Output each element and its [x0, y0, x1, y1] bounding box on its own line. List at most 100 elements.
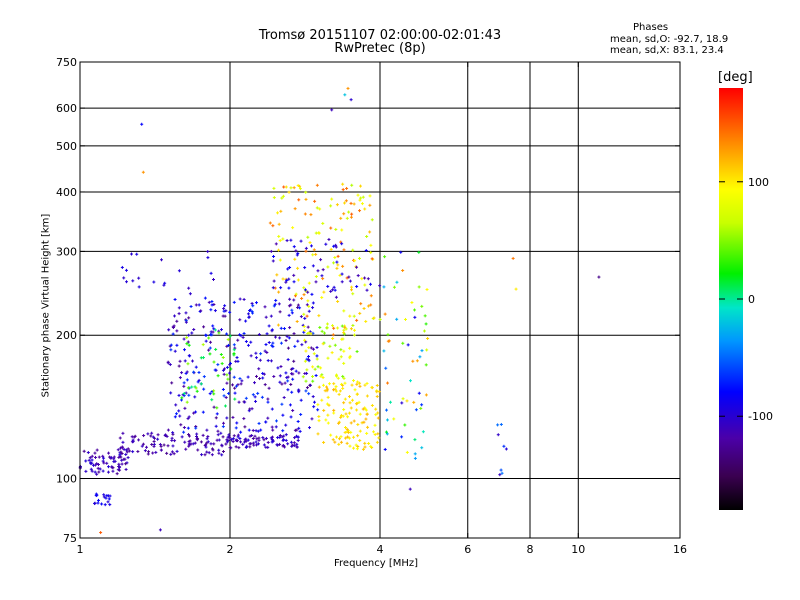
data-point [207, 451, 211, 455]
data-point [424, 322, 428, 326]
data-point [249, 340, 253, 344]
data-point [370, 403, 374, 407]
data-point [307, 355, 311, 359]
data-point [209, 333, 213, 337]
data-point [315, 354, 319, 358]
data-point [211, 448, 215, 452]
data-point [325, 326, 329, 330]
data-point [496, 423, 500, 427]
data-point [192, 327, 196, 331]
data-point [335, 266, 339, 270]
data-point [284, 185, 288, 189]
data-point [291, 409, 295, 413]
data-point [201, 433, 205, 437]
data-point [275, 273, 279, 277]
data-point [87, 458, 91, 462]
data-point [343, 430, 347, 434]
data-point [290, 311, 294, 315]
data-point [317, 419, 321, 423]
data-point [425, 288, 429, 292]
data-point [232, 352, 236, 356]
y-tick-label: 750 [56, 56, 77, 69]
data-point [186, 386, 190, 390]
data-point [297, 198, 301, 202]
data-point [383, 312, 387, 316]
data-point [304, 389, 308, 393]
data-point [169, 348, 173, 352]
data-point [340, 280, 344, 284]
data-point [201, 356, 205, 360]
data-point [385, 418, 389, 422]
data-point [288, 265, 292, 269]
data-point [268, 221, 272, 225]
data-point [332, 408, 336, 412]
data-point [499, 468, 503, 472]
data-point [212, 392, 216, 396]
data-point [270, 407, 274, 411]
data-point [369, 282, 373, 286]
data-point-isolated [349, 98, 353, 102]
data-point-isolated [346, 86, 350, 90]
data-point [136, 450, 140, 454]
data-point [84, 469, 88, 473]
data-point [208, 352, 212, 356]
data-point [262, 438, 266, 442]
data-point [362, 420, 366, 424]
data-point [278, 310, 282, 314]
data-point [250, 407, 254, 411]
data-point [212, 360, 216, 364]
data-point [270, 425, 274, 429]
data-point [257, 332, 261, 336]
data-point [192, 411, 196, 415]
data-point [171, 332, 175, 336]
data-point [217, 331, 221, 335]
data-point [405, 399, 409, 403]
data-point [292, 280, 296, 284]
data-point [163, 433, 167, 437]
data-point [289, 186, 293, 190]
data-point [386, 339, 390, 343]
data-point [271, 428, 275, 432]
data-point [219, 353, 223, 357]
data-point [420, 304, 424, 308]
data-point [343, 425, 347, 429]
data-point [187, 343, 191, 347]
data-point [339, 355, 343, 359]
data-point [215, 406, 219, 410]
data-point [317, 314, 321, 318]
data-point [152, 442, 156, 446]
data-point [172, 324, 176, 328]
data-point [425, 348, 429, 352]
data-point [187, 393, 191, 397]
data-point [289, 440, 293, 444]
data-point [335, 203, 339, 207]
data-point [106, 470, 110, 474]
data-point [335, 373, 339, 377]
data-point [304, 190, 308, 194]
data-point [178, 359, 182, 363]
data-point [203, 453, 207, 457]
data-point [298, 187, 302, 191]
data-point [282, 327, 286, 331]
data-point [337, 357, 341, 361]
data-point [177, 306, 181, 310]
data-point [342, 331, 346, 335]
data-point [182, 391, 186, 395]
data-point [278, 258, 282, 262]
data-point [170, 381, 174, 385]
data-point [238, 377, 242, 381]
data-point [225, 373, 229, 377]
data-point [239, 334, 243, 338]
data-point [326, 265, 330, 269]
x-tick-label: 2 [227, 543, 234, 556]
data-point [347, 436, 351, 440]
data-point [279, 209, 283, 213]
data-point [315, 357, 319, 361]
data-point [363, 383, 367, 387]
data-point [179, 423, 183, 427]
data-point [187, 354, 191, 358]
data-point [322, 331, 326, 335]
data-point [126, 456, 130, 460]
data-point [334, 295, 338, 299]
data-point [96, 466, 100, 470]
